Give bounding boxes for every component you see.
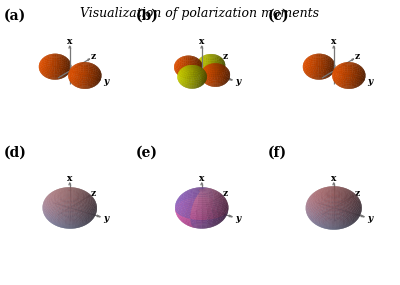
Text: (f): (f): [268, 145, 287, 160]
Text: Visualization of polarization moments: Visualization of polarization moments: [80, 7, 320, 20]
Text: (a): (a): [4, 9, 26, 23]
Text: (d): (d): [4, 145, 27, 160]
Text: (c): (c): [268, 9, 290, 23]
Text: (e): (e): [136, 145, 158, 160]
Text: (b): (b): [136, 9, 159, 23]
